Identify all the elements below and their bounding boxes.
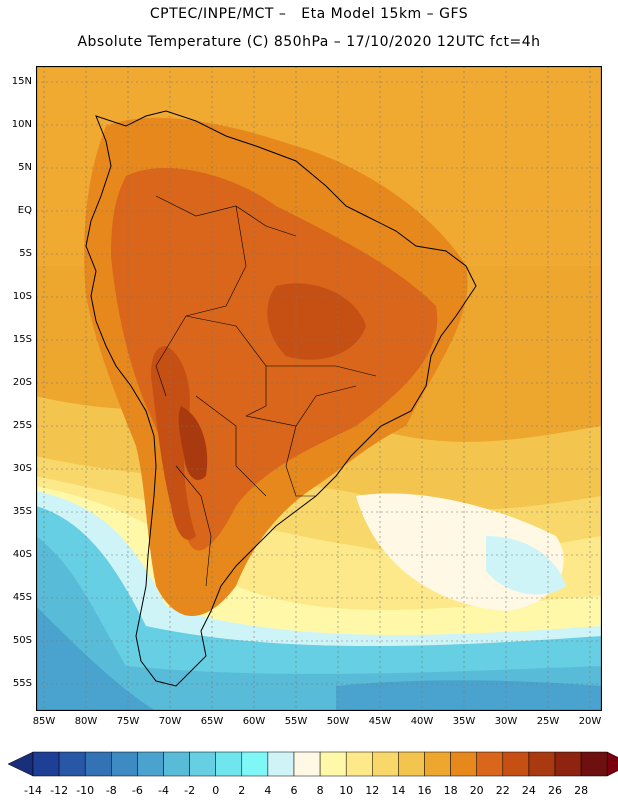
lon-label: 55W xyxy=(284,716,308,727)
field-brazil-hot xyxy=(267,283,366,360)
lat-label: 20S xyxy=(12,377,32,388)
colorbar-swatch xyxy=(137,751,164,777)
colorbar-tick-label: -4 xyxy=(158,784,169,797)
lon-label: 50W xyxy=(326,716,350,727)
lat-label: 10S xyxy=(12,291,32,302)
colorbar-swatch xyxy=(58,751,86,777)
lat-label: 5N xyxy=(18,162,32,173)
colorbar-swatch xyxy=(580,751,608,777)
lon-label: 35W xyxy=(452,716,476,727)
temperature-map xyxy=(35,65,603,712)
field-cyan xyxy=(36,506,602,711)
lon-label: 85W xyxy=(32,716,56,727)
colorbar-tick-label: -8 xyxy=(105,784,117,797)
colorbar-tick-label: 16 xyxy=(417,784,432,797)
colorbar-tick-label: 6 xyxy=(290,784,298,797)
colorbar-swatch xyxy=(502,751,530,777)
colorbar-tick-label: 12 xyxy=(365,784,380,797)
colorbar-swatch xyxy=(32,751,60,777)
colorbar-swatch xyxy=(372,751,399,777)
lat-label: 45S xyxy=(12,592,32,603)
colorbar-swatch xyxy=(424,751,451,777)
lat-label: 35S xyxy=(12,506,32,517)
colorbar-tick-label: 10 xyxy=(339,784,354,797)
colorbar-tick-label: -12 xyxy=(50,784,69,797)
lon-label: 60W xyxy=(242,716,266,727)
lon-label: 45W xyxy=(368,716,392,727)
colorbar-tick-label: 28 xyxy=(574,784,589,797)
colorbar-swatch xyxy=(398,751,425,777)
lat-label: 50S xyxy=(12,635,32,646)
graticule xyxy=(36,66,602,711)
colorbar-swatch xyxy=(215,751,243,777)
colorbar-swatch xyxy=(554,751,582,777)
colorbar-tick-label: 20 xyxy=(469,784,484,797)
colorbar-tick-label: 14 xyxy=(391,784,406,797)
colorbar-swatch xyxy=(293,751,321,777)
colorbar-swatch xyxy=(84,751,112,777)
colorbar-high-arrow xyxy=(606,751,618,777)
colorbar-low-arrow xyxy=(7,751,34,777)
south-america-coastline xyxy=(85,110,477,687)
colorbar-swatch xyxy=(319,751,347,777)
lon-label: 65W xyxy=(200,716,224,727)
colorbar-tick-label: -6 xyxy=(131,784,143,797)
lat-label: 55S xyxy=(12,678,32,689)
field-andes-hot xyxy=(151,346,196,540)
colorbar-swatch xyxy=(163,751,190,777)
colorbar-swatch xyxy=(267,751,295,777)
lat-label: 40S xyxy=(12,549,32,560)
colorbar-swatch xyxy=(111,751,138,777)
lon-label: 25W xyxy=(536,716,560,727)
colorbar-swatch xyxy=(528,751,556,777)
map-canvas xyxy=(35,65,603,712)
lat-label: 30S xyxy=(12,463,32,474)
title-line-1: CPTEC/INPE/MCT – Eta Model 15km – GFS xyxy=(149,6,469,22)
colorbar-swatch xyxy=(345,751,373,777)
lon-label: 75W xyxy=(116,716,140,727)
lon-label: 20W xyxy=(578,716,602,727)
colorbar xyxy=(7,751,618,777)
colorbar-tick-label: 24 xyxy=(521,784,536,797)
lon-label: 70W xyxy=(158,716,182,727)
lat-label: 15S xyxy=(12,334,32,345)
field-blue-sw xyxy=(36,606,156,711)
colorbar-tick-label: 0 xyxy=(212,784,220,797)
map-frame xyxy=(35,65,603,712)
field-cyan-patch xyxy=(486,536,566,595)
colorbar-tick-label: 18 xyxy=(443,784,458,797)
lat-label: 5S xyxy=(19,248,32,259)
lon-label: 80W xyxy=(74,716,98,727)
field-blue-s xyxy=(336,680,602,711)
colorbar-tick-label: -10 xyxy=(76,784,95,797)
colorbar-tick-label: 2 xyxy=(238,784,246,797)
colorbar-tick-label: 4 xyxy=(264,784,272,797)
field-chaco-hot xyxy=(178,406,208,480)
colorbar-tick-label: 26 xyxy=(548,784,562,797)
title-line-2: Absolute Temperature (C) 850hPa – 17/10/… xyxy=(77,34,541,50)
country-borders xyxy=(155,195,377,587)
lat-label: 15N xyxy=(11,76,32,87)
colorbar-tick-label: -14 xyxy=(24,784,42,797)
colorbar-tick-label: 22 xyxy=(495,784,510,797)
lat-label: EQ xyxy=(17,205,32,216)
colorbar-tick-label: 8 xyxy=(316,784,324,797)
colorbar-swatch xyxy=(241,751,269,777)
lat-label: 10N xyxy=(11,119,32,130)
lon-label: 40W xyxy=(410,716,434,727)
colorbar-swatch xyxy=(189,751,216,777)
lat-label: 25S xyxy=(12,420,32,431)
colorbar-tick-label: -2 xyxy=(184,784,196,797)
lon-label: 30W xyxy=(494,716,518,727)
colorbar-swatch xyxy=(476,751,504,777)
colorbar-swatch xyxy=(450,751,477,777)
